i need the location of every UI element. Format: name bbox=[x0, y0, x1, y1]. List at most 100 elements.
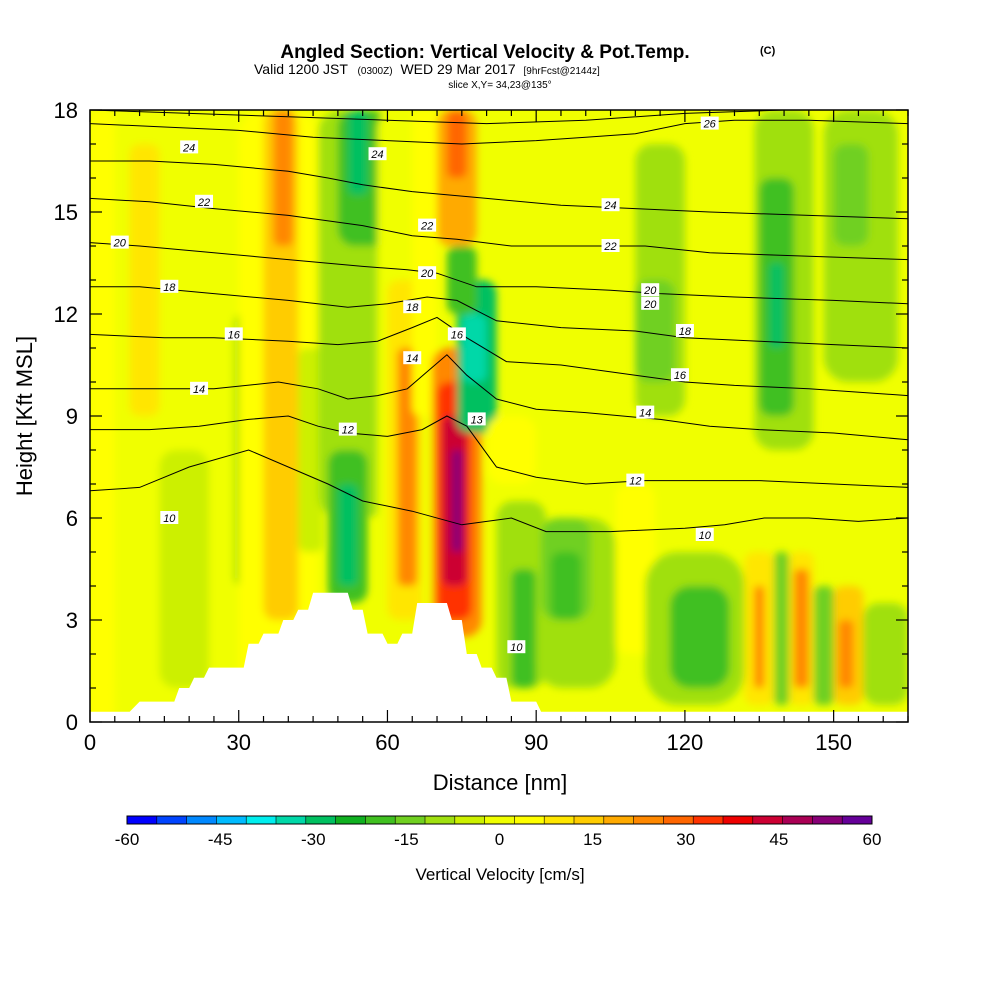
contour-label-6: 22 bbox=[601, 239, 620, 253]
contour-label-text: 16 bbox=[228, 329, 241, 341]
contour-label-15: 20 bbox=[641, 296, 660, 311]
contour-label-bg bbox=[338, 422, 357, 436]
colorbar-swatch bbox=[276, 816, 307, 824]
x-tick-label: 90 bbox=[524, 730, 548, 755]
velocity-cell-26 bbox=[446, 246, 477, 314]
contour-label-text: 22 bbox=[197, 197, 210, 209]
chart-title-group: Angled Section: Vertical Velocity & Pot.… bbox=[254, 42, 776, 91]
velocity-cell-42 bbox=[754, 586, 765, 688]
colorbar-swatch bbox=[633, 816, 664, 824]
y-axis-label: Height [Kft MSL] bbox=[12, 336, 37, 496]
y-tick-label: 15 bbox=[54, 200, 78, 225]
contour-label-bg bbox=[447, 327, 466, 341]
contour-label-text: 12 bbox=[629, 476, 641, 488]
y-axis: 0 3 6 9 12 15 18 bbox=[54, 98, 908, 735]
colorbar-tick-label: 30 bbox=[676, 830, 695, 849]
colorbar-swatch bbox=[425, 816, 456, 824]
isentrope-26-8 bbox=[90, 119, 908, 145]
colorbar-tick-label: -45 bbox=[208, 830, 233, 849]
contour-label-8: 26 bbox=[700, 116, 719, 131]
contour-label-text: 20 bbox=[643, 299, 657, 311]
x-tick-label: 30 bbox=[226, 730, 250, 755]
velocity-cell-49 bbox=[863, 603, 908, 705]
colorbar-swatch bbox=[603, 816, 635, 824]
colorbar-swatch bbox=[156, 816, 188, 824]
isentrope-top-9 bbox=[90, 110, 908, 125]
contour-label-2: 14 bbox=[636, 405, 655, 420]
velocity-cell-43 bbox=[774, 552, 790, 705]
velocity-cell-27 bbox=[486, 416, 537, 484]
contour-label-text: 18 bbox=[679, 326, 692, 338]
contour-label-bg bbox=[403, 300, 422, 314]
contour-label-text: 18 bbox=[406, 302, 419, 314]
velocity-cell-8 bbox=[298, 348, 324, 552]
contour-label-text: 20 bbox=[420, 268, 434, 280]
velocity-cell-46 bbox=[813, 586, 834, 705]
vertical-velocity-field bbox=[90, 110, 908, 722]
contour-label-bg bbox=[507, 640, 526, 654]
contour-label-text: 20 bbox=[113, 238, 127, 250]
contour-label-23: 13 bbox=[467, 412, 486, 426]
velocity-cell-13 bbox=[347, 110, 368, 195]
colorbar-swatch bbox=[782, 816, 813, 824]
colorbar-swatch bbox=[246, 816, 277, 824]
contour-label-bg bbox=[636, 405, 655, 419]
contour-label-bg bbox=[626, 473, 645, 487]
colorbar-swatch bbox=[842, 816, 873, 824]
contour-label-text: 16 bbox=[674, 370, 687, 382]
contour-label-17: 18 bbox=[403, 300, 422, 314]
contour-label-bg bbox=[641, 296, 660, 310]
colorbar-swatch bbox=[663, 816, 694, 824]
contour-label-bg bbox=[160, 279, 179, 293]
plot-area: 10 12 14 16 18 20 22 24 26 24 24 22 22 20 20 20 18 18 16 16… bbox=[90, 110, 908, 722]
contour-label-21: 14 bbox=[403, 351, 422, 365]
contour-label-16: 18 bbox=[160, 279, 179, 294]
subtitle-date: WED 29 Mar 2017 bbox=[400, 61, 515, 77]
contour-label-bg bbox=[418, 218, 437, 232]
colorbar: -60 -45 -30 -15 0 15 30 45 60 bbox=[115, 815, 881, 849]
y-tick-label: 9 bbox=[66, 404, 78, 429]
contour-label-bg bbox=[190, 381, 209, 395]
isentrope-22-6 bbox=[90, 197, 908, 261]
contour-label-bg bbox=[403, 351, 422, 365]
contour-label-text: 24 bbox=[370, 149, 383, 161]
colorbar-tick-label: -60 bbox=[115, 830, 140, 849]
colorbar-swatch bbox=[812, 816, 843, 824]
colorbar-tick-label: -15 bbox=[394, 830, 419, 849]
isentrope-18-4 bbox=[90, 286, 908, 349]
contour-label-text: 12 bbox=[342, 425, 354, 437]
contour-label-text: 16 bbox=[451, 329, 464, 341]
isentrope-20-5 bbox=[90, 242, 908, 305]
contour-label-text: 20 bbox=[643, 285, 657, 297]
y-tick-label: 6 bbox=[66, 506, 78, 531]
contour-label-text: 10 bbox=[163, 513, 176, 525]
contour-label-10: 24 bbox=[368, 147, 387, 161]
contour-label-bg bbox=[695, 528, 714, 541]
x-tick-label: 150 bbox=[815, 730, 852, 755]
velocity-cell-23 bbox=[451, 450, 462, 552]
x-tick-label: 0 bbox=[84, 730, 96, 755]
x-axis-label: Distance [nm] bbox=[433, 770, 568, 795]
colorbar-tick-label: 45 bbox=[769, 830, 788, 849]
contour-label-3: 16 bbox=[670, 368, 689, 382]
velocity-cell-25 bbox=[461, 314, 487, 382]
terrain bbox=[90, 592, 908, 722]
contour-label-bg bbox=[110, 235, 129, 249]
contour-label-bg bbox=[160, 511, 179, 524]
contour-label-12: 22 bbox=[418, 218, 437, 233]
subtitle-utc: (0300Z) bbox=[358, 66, 393, 77]
colorbar-swatch bbox=[514, 816, 545, 824]
chart-subtitle-line: Valid 1200 JST (0300Z) WED 29 Mar 2017 [… bbox=[254, 61, 600, 77]
isentrope-24-7 bbox=[90, 160, 908, 220]
contour-label-4: 18 bbox=[675, 324, 694, 338]
colorbar-swatch bbox=[305, 816, 337, 824]
contour-labels: 10 12 14 16 18 20 22 24 26 24 24 22 22 20 20 20 18 18 16 16… bbox=[110, 116, 719, 654]
chart-slice-info: slice X,Y= 34,23@135° bbox=[448, 80, 551, 91]
colorbar-swatch bbox=[395, 816, 426, 824]
contour-label-text: 10 bbox=[510, 642, 523, 654]
colorbar-swatch bbox=[186, 816, 217, 824]
x-axis: 0 30 60 90 120 150 bbox=[84, 110, 909, 755]
y-tick-label: 0 bbox=[66, 710, 78, 735]
